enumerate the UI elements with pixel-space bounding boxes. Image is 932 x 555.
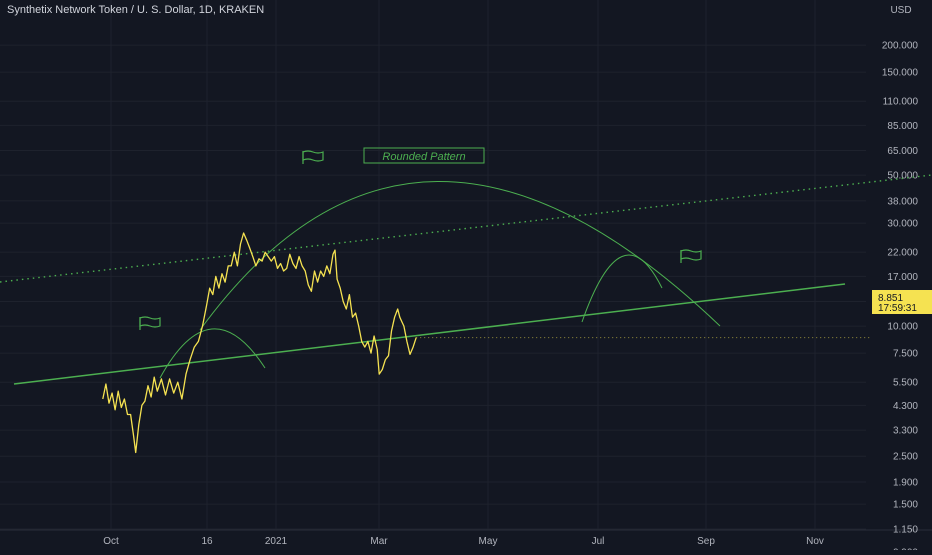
x-tick-label: May [479,536,498,547]
last-price-value: 8.851 [878,293,903,304]
y-tick-label: 10.000 [887,322,918,333]
y-tick-label: 150.000 [882,68,919,79]
y-tick-label: 7.500 [893,349,918,360]
right-small-arc[interactable] [581,254,663,323]
y-tick-label: 2.500 [893,452,918,463]
pattern-label[interactable]: Rounded Pattern [363,147,485,164]
last-price-badge: 8.851 17:59:31 [872,290,932,314]
x-tick-label: 16 [201,536,213,547]
price-series [102,232,872,454]
y-tick-label: 85.000 [887,121,918,132]
x-tick-label: Sep [697,536,715,547]
y-tick-label: 3.300 [893,426,918,437]
y-tick-label: 1.500 [893,500,918,511]
currency-label: USD [890,5,911,16]
x-tick-label: Mar [370,536,388,547]
x-tick-label: Nov [806,536,824,547]
y-tick-label: 38.000 [887,196,918,207]
y-tick-label: 30.000 [887,219,918,230]
y-tick-label: 65.000 [887,146,918,157]
chart-title: Synthetix Network Token / U. S. Dollar, … [7,4,265,16]
price-line [102,232,417,454]
flag-icon[interactable] [302,150,324,164]
y-tick-label: 5.500 [893,378,918,389]
x-tick-label: Oct [103,536,119,547]
y-tick-label: 50.000 [887,171,918,182]
flag-icon[interactable] [680,249,702,263]
y-tick-label: 200.000 [882,41,919,52]
flag-icon[interactable] [139,316,161,330]
x-tick-label: 2021 [265,536,288,547]
x-tick-label: Jul [592,536,605,547]
y-tick-label: 110.000 [883,97,919,108]
y-tick-label: 1.150 [893,525,918,536]
left-small-arc[interactable] [159,328,266,379]
resistance-dotted-line[interactable] [0,174,932,283]
support-trendline[interactable] [13,283,846,385]
bar-countdown: 17:59:31 [878,303,917,314]
x-axis: Oct 16 2021 Mar May Jul Sep Nov [103,536,824,547]
pattern-label-text: Rounded Pattern [382,151,465,163]
y-tick-label: 22.000 [887,248,918,259]
y-tick-label: 17.000 [887,272,918,283]
y-tick-label: 4.300 [893,401,918,412]
y-tick-label: 1.900 [893,477,918,488]
